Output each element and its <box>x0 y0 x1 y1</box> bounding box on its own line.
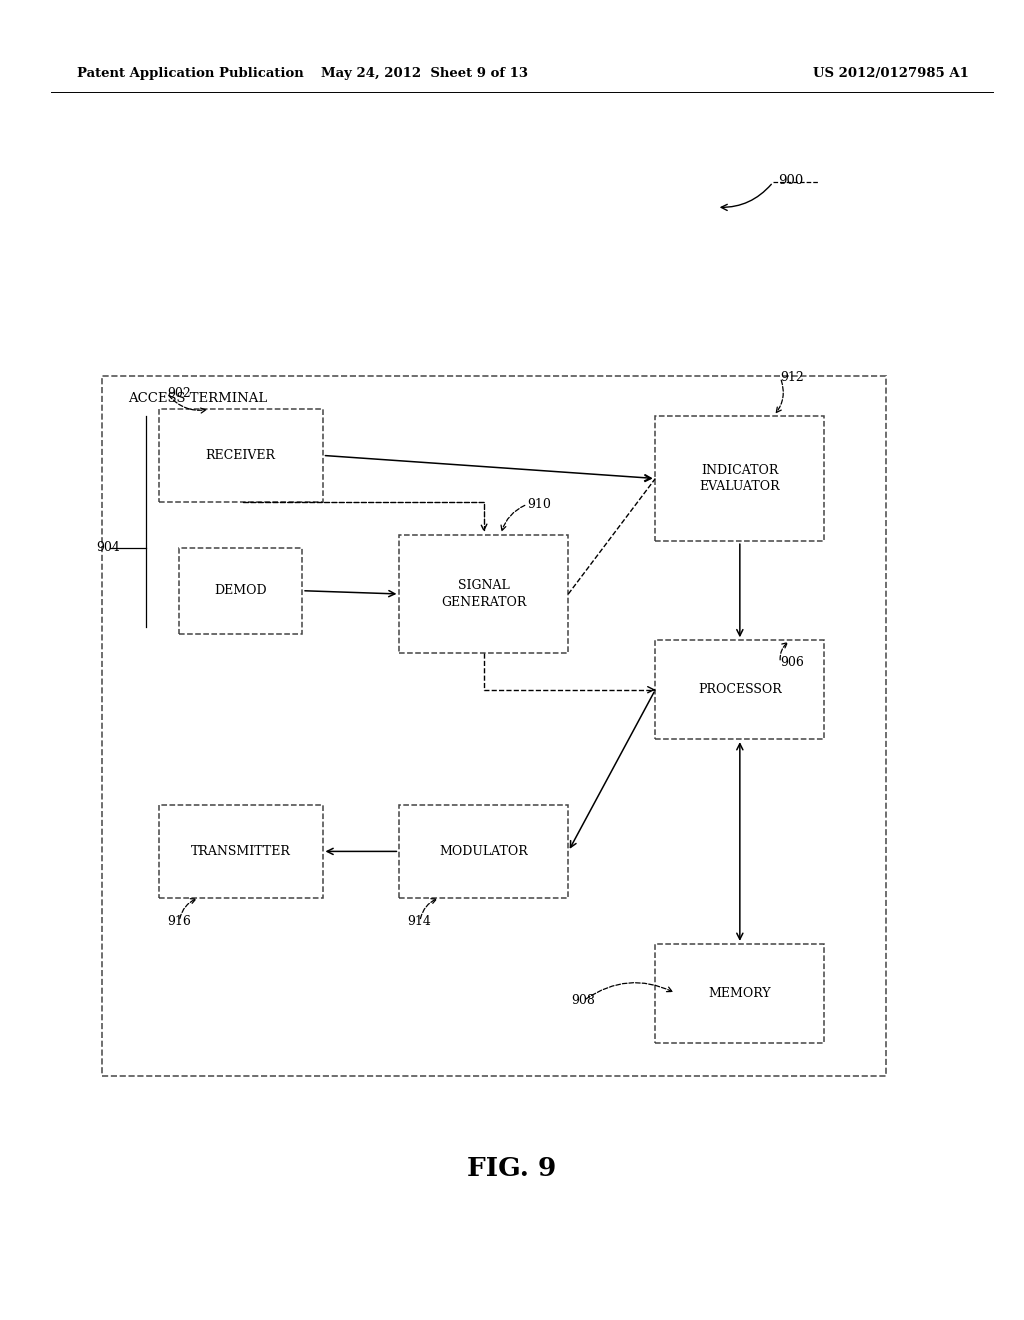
Bar <box>399 805 568 898</box>
Text: DEMOD: DEMOD <box>214 585 267 597</box>
Bar <box>655 640 824 739</box>
Text: 910: 910 <box>527 498 551 511</box>
Text: 912: 912 <box>780 371 804 384</box>
Bar <box>655 944 824 1043</box>
Text: 902: 902 <box>167 387 190 400</box>
Text: ACCESS TERMINAL: ACCESS TERMINAL <box>128 392 267 405</box>
Bar <box>159 805 323 898</box>
Text: PROCESSOR: PROCESSOR <box>698 684 781 696</box>
Bar <box>179 548 302 634</box>
Text: May 24, 2012  Sheet 9 of 13: May 24, 2012 Sheet 9 of 13 <box>322 67 528 81</box>
Bar <box>159 409 323 502</box>
Text: 916: 916 <box>167 915 190 928</box>
Text: Patent Application Publication: Patent Application Publication <box>77 67 303 81</box>
Text: SIGNAL
GENERATOR: SIGNAL GENERATOR <box>441 579 526 609</box>
Text: MODULATOR: MODULATOR <box>439 845 528 858</box>
Bar <box>655 416 824 541</box>
Bar <box>102 376 886 1076</box>
Text: 906: 906 <box>780 656 804 669</box>
Text: US 2012/0127985 A1: US 2012/0127985 A1 <box>813 67 969 81</box>
Text: TRANSMITTER: TRANSMITTER <box>190 845 291 858</box>
Text: 904: 904 <box>96 541 120 554</box>
Text: RECEIVER: RECEIVER <box>206 449 275 462</box>
Bar <box>399 535 568 653</box>
Text: MEMORY: MEMORY <box>709 987 771 999</box>
Text: 914: 914 <box>408 915 431 928</box>
Text: INDICATOR
EVALUATOR: INDICATOR EVALUATOR <box>699 463 780 494</box>
Text: FIG. 9: FIG. 9 <box>467 1156 557 1180</box>
Text: 900: 900 <box>778 174 804 187</box>
Text: 908: 908 <box>571 994 595 1007</box>
